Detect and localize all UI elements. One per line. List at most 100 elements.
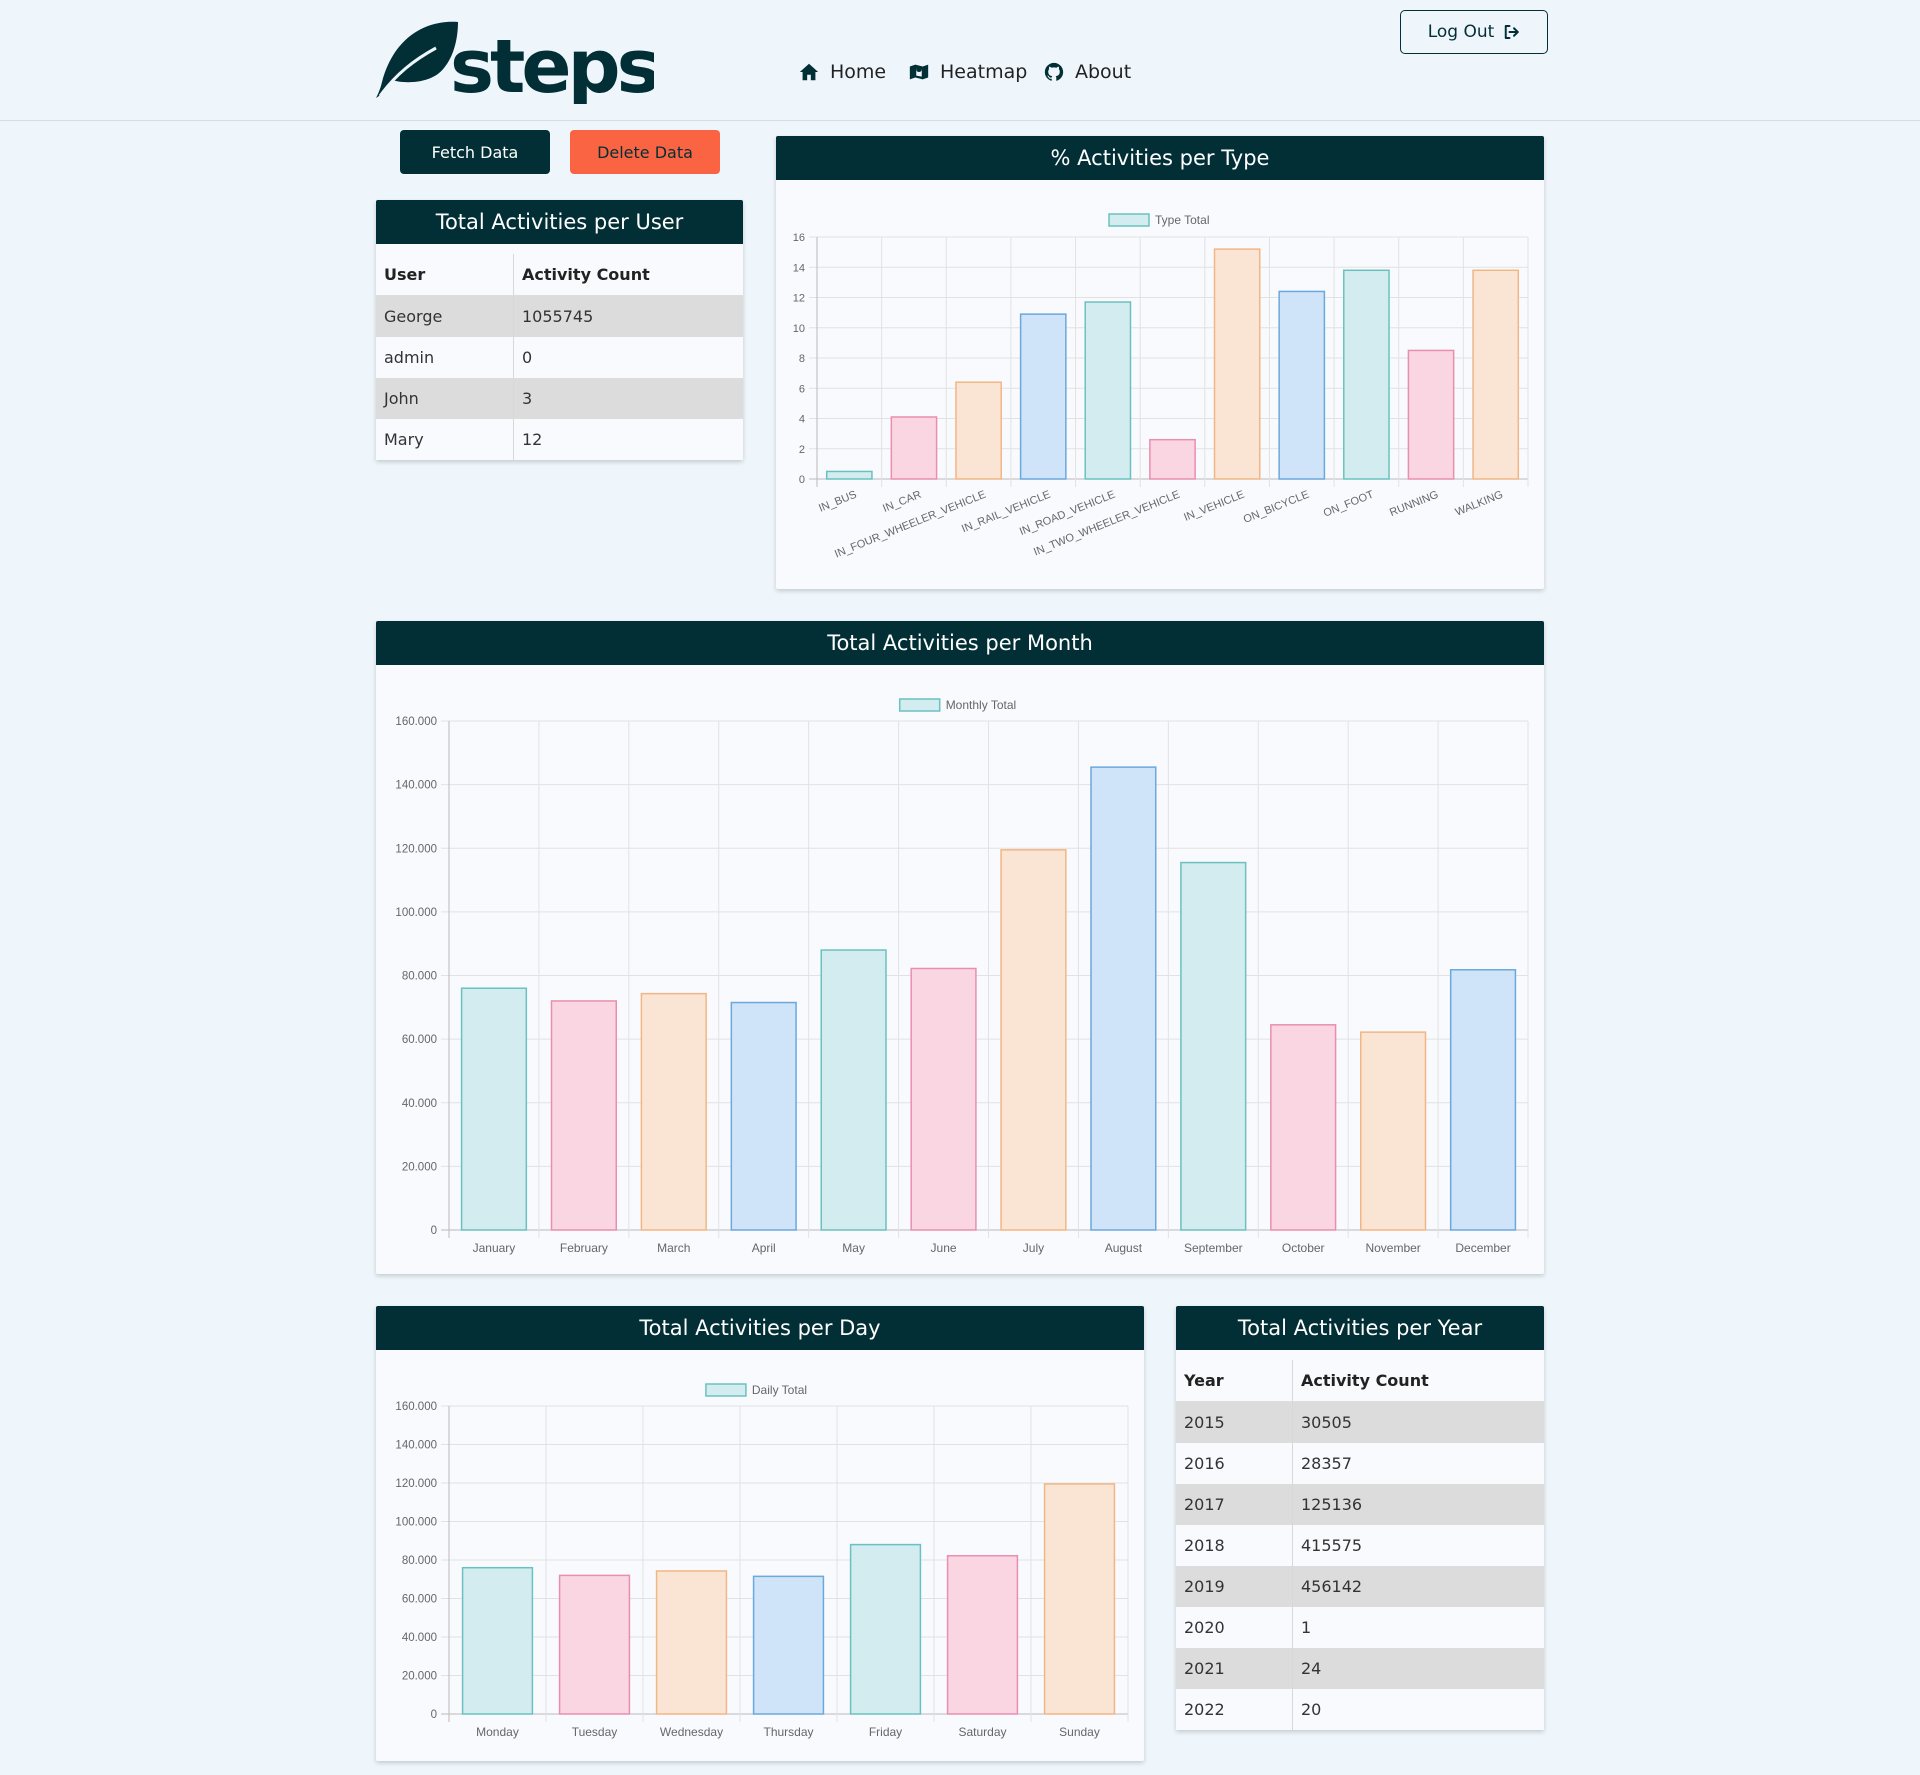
year-cell: 2015 <box>1176 1401 1293 1443</box>
count-cell: 24 <box>1301 1659 1322 1678</box>
bar-walking <box>1472 269 1520 480</box>
y-tick-label: 80.000 <box>402 1555 437 1567</box>
x-tick-label: Monday <box>476 1725 519 1739</box>
nav-about[interactable]: About <box>1043 61 1131 83</box>
table-row: admin 0 <box>376 337 743 378</box>
x-tick-label: IN_BUS <box>817 489 858 515</box>
legend-label: Monthly Total <box>946 698 1016 712</box>
legend-swatch <box>898 698 941 712</box>
y-tick-label: 0 <box>431 1709 437 1721</box>
x-tick-label: April <box>752 1241 776 1255</box>
column-header-activity-count: Activity Count <box>513 254 743 296</box>
bar-friday <box>849 1543 922 1715</box>
month-chart-title: Total Activities per Month <box>376 621 1544 665</box>
x-tick-label: IN_VEHICLE <box>1182 489 1246 524</box>
legend-swatch <box>705 1383 747 1397</box>
count-cell: 1 <box>1301 1618 1312 1637</box>
table-row: John 3 <box>376 378 743 419</box>
user-cell: admin <box>376 337 514 378</box>
nav-heatmap-label: Heatmap <box>940 61 1028 83</box>
bar-in-rail-vehicle <box>1019 313 1067 480</box>
y-tick-label: 0 <box>431 1225 437 1237</box>
x-tick-label: November <box>1365 1241 1420 1255</box>
bar-thursday <box>752 1575 825 1715</box>
steps-logo[interactable]: steps <box>374 18 662 110</box>
x-tick-label: October <box>1282 1241 1325 1255</box>
x-tick-label: WALKING <box>1454 489 1505 519</box>
bar-on-foot <box>1343 269 1390 480</box>
table-row: 2022 20 <box>1176 1689 1544 1730</box>
year-cell: 2016 <box>1176 1443 1293 1484</box>
x-tick-label: January <box>473 1241 516 1255</box>
count-cell: 30505 <box>1301 1413 1352 1432</box>
year-cell: 2017 <box>1176 1484 1293 1525</box>
table-row: 2015 30505 <box>1176 1401 1544 1443</box>
leaf-icon <box>376 21 458 98</box>
x-tick-label: June <box>931 1241 957 1255</box>
table-header-row: Year Activity Count <box>1176 1360 1544 1402</box>
x-tick-label: August <box>1105 1241 1143 1255</box>
column-header-activity-count: Activity Count <box>1292 1360 1544 1402</box>
y-tick-label: 12 <box>793 293 805 305</box>
year-activity-card: Total Activities per Year Year Activity … <box>1176 1306 1544 1730</box>
y-tick-label: 140.000 <box>395 1440 437 1452</box>
y-tick-label: 20.000 <box>402 1671 437 1683</box>
y-tick-label: 160.000 <box>395 716 437 728</box>
bar-november <box>1360 1031 1427 1231</box>
y-tick-label: 120.000 <box>395 1478 437 1490</box>
x-tick-label: September <box>1184 1241 1243 1255</box>
nav-home-label: Home <box>830 61 887 83</box>
bar-in-car <box>890 416 938 480</box>
x-tick-label: December <box>1455 1241 1510 1255</box>
nav-heatmap[interactable]: Heatmap <box>908 61 1027 83</box>
home-icon <box>799 63 819 81</box>
x-tick-label: May <box>842 1241 865 1255</box>
type-chart-title: % Activities per Type <box>776 136 1544 180</box>
user-activity-table: User Activity Count George 1055745 admin 0… <box>376 254 743 460</box>
year-cell: 2021 <box>1176 1648 1293 1689</box>
legend-swatch <box>1108 213 1150 227</box>
table-row: Mary 12 <box>376 419 743 460</box>
table-row: George 1055745 <box>376 295 743 337</box>
user-cell: Mary <box>376 419 514 460</box>
github-icon <box>1044 62 1064 81</box>
table-row: 2017 125136 <box>1176 1484 1544 1525</box>
count-cell: 1055745 <box>522 307 594 326</box>
day-bar-chart: Daily Total 0 20.000 40.000 60.000 80.000 100.… <box>395 1383 1129 1739</box>
column-header-year: Year <box>1176 1360 1293 1402</box>
nav-home[interactable]: Home <box>798 61 886 83</box>
table-row: 2021 24 <box>1176 1648 1544 1689</box>
y-tick-label: 8 <box>799 353 805 365</box>
user-cell: John <box>376 378 514 419</box>
x-tick-label: March <box>657 1241 690 1255</box>
bar-monday <box>461 1566 534 1715</box>
y-tick-label: 16 <box>793 232 805 244</box>
x-tick-label: July <box>1023 1241 1044 1255</box>
month-bar-chart: Monthly Total 0 20.000 40.000 60.000 80.000 10… <box>395 698 1529 1255</box>
x-tick-label: Friday <box>869 1725 902 1739</box>
x-tick-label: Tuesday <box>572 1725 618 1739</box>
chart-legend: Monthly Total <box>898 698 1016 712</box>
bar-august <box>1090 766 1157 1231</box>
y-tick-label: 0 <box>799 474 805 486</box>
logout-button[interactable]: Log Out <box>1400 10 1548 54</box>
x-tick-label: RUNNING <box>1388 489 1440 519</box>
bar-july <box>1000 849 1067 1231</box>
bar-saturday <box>946 1555 1019 1715</box>
bar-tuesday <box>558 1574 631 1715</box>
y-tick-label: 20.000 <box>402 1161 437 1173</box>
table-row: 2020 1 <box>1176 1607 1544 1648</box>
y-tick-label: 80.000 <box>402 971 437 983</box>
delete-data-button[interactable]: Delete Data <box>570 130 720 174</box>
legend-label: Type Total <box>1155 213 1209 227</box>
nav-about-label: About <box>1075 61 1132 83</box>
fetch-data-button[interactable]: Fetch Data <box>400 130 550 174</box>
user-cell: George <box>376 295 514 337</box>
bar-in-bus <box>825 470 873 480</box>
year-activity-table: Year Activity Count 2015 30505 2016 28357 … <box>1176 1360 1544 1730</box>
y-tick-label: 160.000 <box>395 1401 437 1413</box>
bar-in-vehicle <box>1213 248 1261 480</box>
count-cell: 456142 <box>1301 1577 1363 1596</box>
x-tick-label: Wednesday <box>660 1725 723 1739</box>
y-tick-label: 120.000 <box>395 843 437 855</box>
